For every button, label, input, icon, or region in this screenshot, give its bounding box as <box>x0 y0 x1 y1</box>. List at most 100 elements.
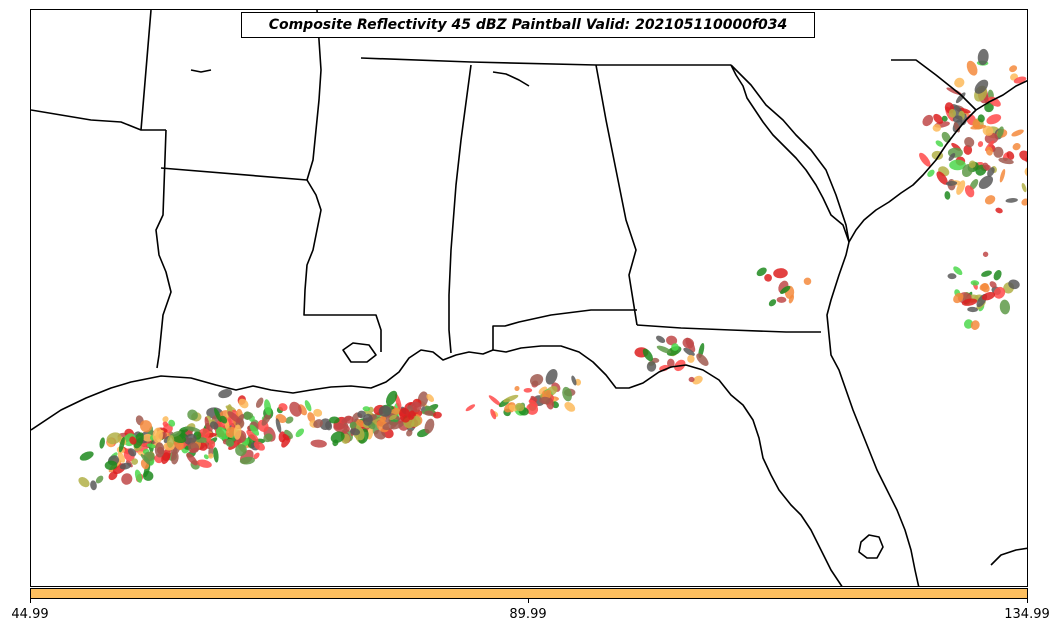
reflectivity-blob <box>117 452 126 463</box>
state-line-nc-sc <box>891 59 977 111</box>
reflectivity-blob <box>203 454 209 460</box>
reflectivity-blob <box>184 426 201 432</box>
reflectivity-blob <box>333 422 350 434</box>
reflectivity-blob <box>330 431 345 443</box>
reflectivity-blob <box>995 207 1003 214</box>
reflectivity-blob <box>227 411 241 423</box>
reflectivity-blob <box>189 447 199 453</box>
reflectivity-blob <box>121 473 133 485</box>
reflectivity-blob <box>225 426 236 438</box>
reflectivity-blob <box>954 77 965 88</box>
map-panel <box>30 9 1028 587</box>
reflectivity-blob <box>974 79 989 94</box>
reflectivity-blob <box>958 107 971 114</box>
reflectivity-blob <box>523 387 533 393</box>
map-canvas <box>31 10 1027 586</box>
reflectivity-blob <box>508 404 518 412</box>
reflectivity-blob <box>488 395 501 406</box>
keys-coast-east <box>990 547 1027 566</box>
colorbar-tick-max <box>1027 599 1028 603</box>
lake-okeechobee <box>858 534 884 559</box>
reflectivity-blob <box>988 96 1001 107</box>
coastline-southeast <box>848 80 1027 243</box>
reflectivity-blob <box>399 407 411 423</box>
reflectivity-blob <box>1012 142 1021 151</box>
reflectivity-blob <box>146 443 157 449</box>
reflectivity-blob <box>514 385 520 392</box>
colorbar-tick-label-min: 44.99 <box>11 607 49 622</box>
reflectivity-blob <box>666 358 675 368</box>
reflectivity-blob <box>310 439 327 448</box>
reflectivity-blob <box>982 251 989 257</box>
state-line-mississippi-river <box>306 10 322 181</box>
reflectivity-blob <box>764 273 772 282</box>
reflectivity-blob <box>253 452 260 460</box>
reflectivity-blob <box>687 354 695 363</box>
reflectivity-blob <box>993 269 1002 281</box>
reflectivity-blob <box>656 335 666 343</box>
reflectivity-blob <box>982 162 990 171</box>
reflectivity-blob <box>963 144 973 155</box>
reflectivity-blob <box>362 413 373 426</box>
reflectivity-blob <box>966 60 978 76</box>
state-line-georgia-florida <box>636 324 821 333</box>
reflectivity-blob <box>1005 198 1018 203</box>
reflectivity-blob <box>104 460 118 471</box>
reflectivity-blob <box>977 114 985 123</box>
reflectivity-blob <box>776 296 787 303</box>
reflectivity-blob <box>1019 150 1027 162</box>
reflectivity-blob <box>382 421 397 431</box>
reflectivity-blob <box>545 368 558 385</box>
reflectivity-blob <box>692 375 703 385</box>
reflectivity-blob <box>263 433 273 443</box>
coastline-carolinas-north <box>730 64 850 243</box>
reflectivity-blob <box>528 399 538 408</box>
reflectivity-blob <box>945 180 958 186</box>
reflectivity-blob <box>947 273 957 280</box>
reflectivity-blob <box>119 462 132 470</box>
reflectivity-blob <box>968 160 976 169</box>
reflectivity-blob <box>999 168 1006 183</box>
reflectivity-blob <box>970 280 980 286</box>
reflectivity-blob <box>78 476 90 488</box>
reflectivity-blob <box>927 169 935 177</box>
reflectivity-blob <box>530 374 544 386</box>
reflectivity-blob <box>982 125 994 136</box>
colorbar-tick-mid <box>528 599 529 603</box>
reflectivity-paintball-layer <box>78 48 1027 491</box>
reflectivity-blob <box>169 430 182 438</box>
reflectivity-blob <box>142 433 153 442</box>
reflectivity-blob <box>465 404 476 412</box>
reflectivity-blob <box>129 436 137 445</box>
reflectivity-blob <box>246 430 259 442</box>
reflectivity-blob <box>166 435 175 448</box>
reflectivity-blob <box>215 426 229 441</box>
reflectivity-blob <box>984 195 996 205</box>
reflectivity-blob <box>304 400 312 412</box>
reflectivity-blob <box>539 396 551 405</box>
reflectivity-blob <box>218 389 233 399</box>
reflectivity-blob <box>284 429 293 439</box>
reflectivity-blob <box>803 277 812 286</box>
reflectivity-blob <box>944 191 951 200</box>
reflectivity-blob <box>768 299 777 307</box>
reflectivity-blob <box>133 432 144 449</box>
state-line-tn-north <box>360 57 731 66</box>
reflectivity-blob <box>249 424 260 436</box>
reflectivity-blob <box>948 109 957 118</box>
reflectivity-blob <box>688 376 695 383</box>
reflectivity-blob <box>168 419 176 427</box>
reflectivity-blob <box>696 353 709 366</box>
reflectivity-blob <box>955 92 966 104</box>
reflectivity-blob <box>986 114 1002 125</box>
reflectivity-blob <box>666 335 678 346</box>
reflectivity-blob <box>490 408 497 420</box>
reflectivity-blob <box>275 418 282 433</box>
reflectivity-blob <box>313 419 323 429</box>
reflectivity-blob <box>243 411 252 420</box>
state-line-alabama-florida <box>492 309 637 350</box>
reflectivity-blob <box>1021 198 1027 206</box>
reflectivity-blob <box>313 408 323 417</box>
reflectivity-blob <box>238 398 249 409</box>
reflectivity-blob <box>1008 279 1020 290</box>
